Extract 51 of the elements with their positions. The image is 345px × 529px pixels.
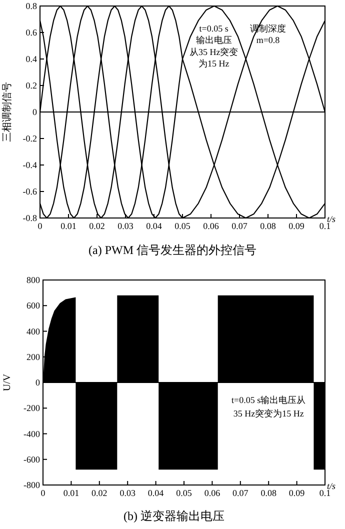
x-tick-label: 0.01 <box>60 221 76 231</box>
y-tick-label: -0.4 <box>22 160 38 170</box>
x-axis-title: t/s <box>327 481 336 491</box>
annotation: t=0.05 s输出电压从 <box>232 395 306 405</box>
y-tick-label: -0.6 <box>22 186 38 196</box>
y-tick-label: 400 <box>26 326 40 336</box>
annotation: 从35 Hz突变 <box>189 46 238 57</box>
y-tick-label: 800 <box>26 275 40 285</box>
x-tick-label: 0.03 <box>120 488 136 498</box>
y-tick-label: 600 <box>26 300 40 311</box>
annotation: 35 Hz突变为15 Hz <box>233 408 304 418</box>
annotation: 输出电压 <box>196 35 232 46</box>
y-axis-title: U/V <box>2 373 13 392</box>
y-tick-label: 0 <box>32 107 38 117</box>
y-tick-label: -200 <box>24 403 40 414</box>
y-tick-label: 0.2 <box>26 80 37 90</box>
x-tick-label: 0.09 <box>288 488 306 498</box>
text: (b) 逆变器输出电压 <box>124 509 224 523</box>
x-tick-label: 0.02 <box>92 488 108 498</box>
annotation: 为15 Hz <box>198 58 230 68</box>
y-tick-label: -800 <box>24 480 40 490</box>
y-tick-label: -0.8 <box>22 213 38 223</box>
y-tick-label: -400 <box>24 428 40 439</box>
y-tick-label: -0.2 <box>22 134 37 144</box>
x-tick-label: 0.01 <box>63 488 80 498</box>
x-tick-label: 0.04 <box>146 221 162 231</box>
x-tick-label: 0.05 <box>174 221 191 231</box>
x-tick-label: 0.1 <box>319 488 331 498</box>
annotation: t=0.05 s <box>199 23 228 34</box>
x-tick-label: 0.05 <box>176 488 192 498</box>
y-axis-title: 三相调制信号 <box>1 82 13 142</box>
x-tick-label: 0.07 <box>232 488 249 498</box>
x-tick-label: 0.09 <box>288 221 305 231</box>
x-tick-label: 0.07 <box>232 221 248 231</box>
y-tick-label: 0 <box>36 378 40 388</box>
x-tick-label: 0.08 <box>260 488 277 498</box>
y-tick-label: 0.4 <box>26 54 38 64</box>
annotation: m=0.8 <box>256 35 280 46</box>
x-tick-label: 0.02 <box>89 221 105 231</box>
y-tick-label: -600 <box>24 454 40 464</box>
y-tick-label: 0.6 <box>26 28 38 38</box>
text: (a) PWM 信号发生器的外控信号 <box>88 243 256 257</box>
x-axis-title: t/s <box>327 214 336 224</box>
x-tick-label: 0.1 <box>319 221 331 231</box>
y-tick-label: 0.8 <box>26 1 38 11</box>
x-tick-label: 0.08 <box>260 221 276 231</box>
x-tick-label: 0.04 <box>148 488 164 498</box>
x-tick-label: 0.06 <box>204 488 221 498</box>
x-tick-label: 0.03 <box>118 221 134 231</box>
y-tick-label: 200 <box>26 352 40 362</box>
x-tick-label: 0.06 <box>203 221 220 231</box>
